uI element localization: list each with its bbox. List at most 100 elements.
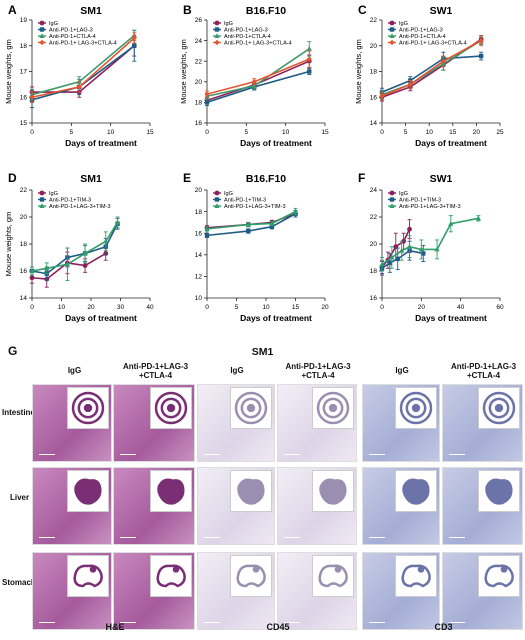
data-point: [418, 246, 424, 252]
legend-label: Anti-PD-1+TIM-3: [49, 198, 91, 204]
panel-letter: F: [358, 171, 365, 185]
y-tick-label: 10: [195, 295, 203, 302]
legend-marker: [39, 33, 45, 38]
y-tick-label: 14: [20, 295, 28, 302]
organ-section-icon: [74, 478, 102, 505]
panel-g-title: SM1: [251, 346, 274, 358]
y-tick-label: 18: [370, 69, 378, 76]
data-point: [389, 254, 395, 260]
stain-label-cd3: CD3: [434, 622, 453, 632]
y-axis-label: Mouse weights, gm: [354, 39, 363, 104]
histology-inset: [150, 387, 192, 429]
data-point: [204, 100, 210, 105]
organ-section-icon: [318, 564, 348, 588]
series-line: [206, 70, 310, 104]
scale-bar: [284, 453, 300, 455]
y-tick-label: 17: [20, 69, 28, 76]
histology-stomach-1: [113, 552, 195, 630]
y-tick-label: 16: [370, 94, 378, 101]
legend-marker: [39, 203, 45, 208]
y-tick-label: 16: [20, 268, 28, 275]
chart-e: E B16.F10 0 5 10 15 20 10 12 14 16 18 20 Days of trea…: [183, 171, 329, 323]
x-axis-label: Days of treatment: [240, 138, 312, 148]
y-axis-label: Mouse weights, gm: [179, 39, 188, 104]
panel-letter: E: [183, 171, 191, 185]
data-point: [246, 228, 251, 234]
chart-title: B16.F10: [246, 173, 286, 185]
data-point: [292, 208, 299, 214]
organ-section-icon: [237, 478, 265, 505]
panel-c: C SW1 0 5 10 15 20 25 14 16 18 20 22 Days of treatmen…: [350, 0, 525, 155]
histology-intestine-1: [113, 384, 195, 462]
scale-bar: [120, 453, 136, 455]
histology-liver-3: [277, 467, 357, 545]
data-point: [407, 226, 412, 232]
legend-marker: [214, 39, 220, 46]
y-tick-label: 20: [195, 187, 203, 194]
series-1: [204, 67, 312, 106]
column-label-4: IgG: [395, 366, 409, 375]
x-tick-label: 15: [449, 129, 457, 136]
histology-inset: [67, 470, 109, 512]
organ-section-icon: [482, 391, 516, 425]
histology-inset: [230, 387, 272, 429]
scale-bar: [204, 536, 220, 538]
panel-letter: C: [358, 3, 367, 17]
organ-section-icon: [234, 391, 268, 425]
x-tick-label: 25: [496, 129, 504, 136]
legend-label: Anti-PD-1+ LAG-3+CTLA-4: [399, 41, 467, 47]
y-tick-label: 18: [20, 241, 28, 248]
legend-label: Anti-PD-1+ LAG-3+CTLA-4: [49, 41, 117, 47]
organ-section-icon: [73, 564, 103, 588]
legend-marker: [214, 33, 220, 38]
legend-marker: [39, 27, 45, 32]
legend-label: Anti-PD-1+LAG-3: [399, 28, 443, 34]
data-point: [307, 69, 312, 74]
scale-bar: [39, 621, 55, 623]
panel-d: D SM1 0 10 20 30 40 14 16 18 20 22 Days of treatment…: [0, 168, 175, 338]
scale-bar: [120, 536, 136, 538]
organ-section-icon: [319, 478, 347, 505]
y-tick-label: 20: [195, 79, 203, 86]
histology-stomach-5: [442, 552, 523, 630]
y-tick-label: 16: [370, 295, 378, 302]
data-point: [306, 46, 312, 51]
y-tick-label: 14: [370, 120, 378, 127]
histology-intestine-5: [442, 384, 523, 462]
chart-title: SW1: [430, 173, 453, 185]
series-line: [206, 58, 310, 95]
series-2: [204, 207, 299, 232]
histology-liver-5: [442, 467, 523, 545]
x-axis-label: Days of treatment: [65, 138, 137, 148]
column-label-2: IgG: [230, 366, 244, 375]
legend-label: Anti-PD-1+LAG-3+TIM-3: [224, 204, 286, 210]
y-tick-label: 16: [195, 230, 203, 237]
histology-inset: [312, 470, 354, 512]
y-tick-label: 24: [370, 187, 378, 194]
panel-a: A SM1 0 5 10 15 15 16 17 18 19 Days of treatment Mou…: [0, 0, 175, 155]
data-point: [395, 256, 400, 262]
data-point: [204, 226, 210, 231]
legend-marker: [389, 39, 395, 46]
y-tick-label: 18: [195, 209, 203, 216]
organ-section-icon: [236, 564, 266, 588]
legend-marker: [389, 33, 395, 38]
data-point: [387, 260, 393, 266]
series-2: [29, 216, 121, 281]
histology-stomach-4: [362, 552, 440, 630]
series-line: [206, 48, 310, 98]
organ-section-icon: [399, 391, 433, 425]
series-0: [204, 54, 312, 104]
x-tick-label: 5: [235, 304, 239, 311]
scale-bar: [449, 453, 465, 455]
histology-inset: [478, 470, 520, 512]
chart-b: B B16.F10 0 5 10 15 16 18 20 22 24 26 Days of treatm…: [179, 3, 329, 148]
scale-bar: [449, 536, 465, 538]
histology-stomach-2: [197, 552, 275, 630]
data-point: [132, 43, 137, 48]
organ-section-icon: [71, 391, 105, 425]
x-tick-label: 20: [473, 129, 481, 136]
y-tick-label: 19: [20, 17, 28, 24]
y-tick-label: 22: [370, 17, 378, 24]
histology-inset: [312, 555, 354, 597]
